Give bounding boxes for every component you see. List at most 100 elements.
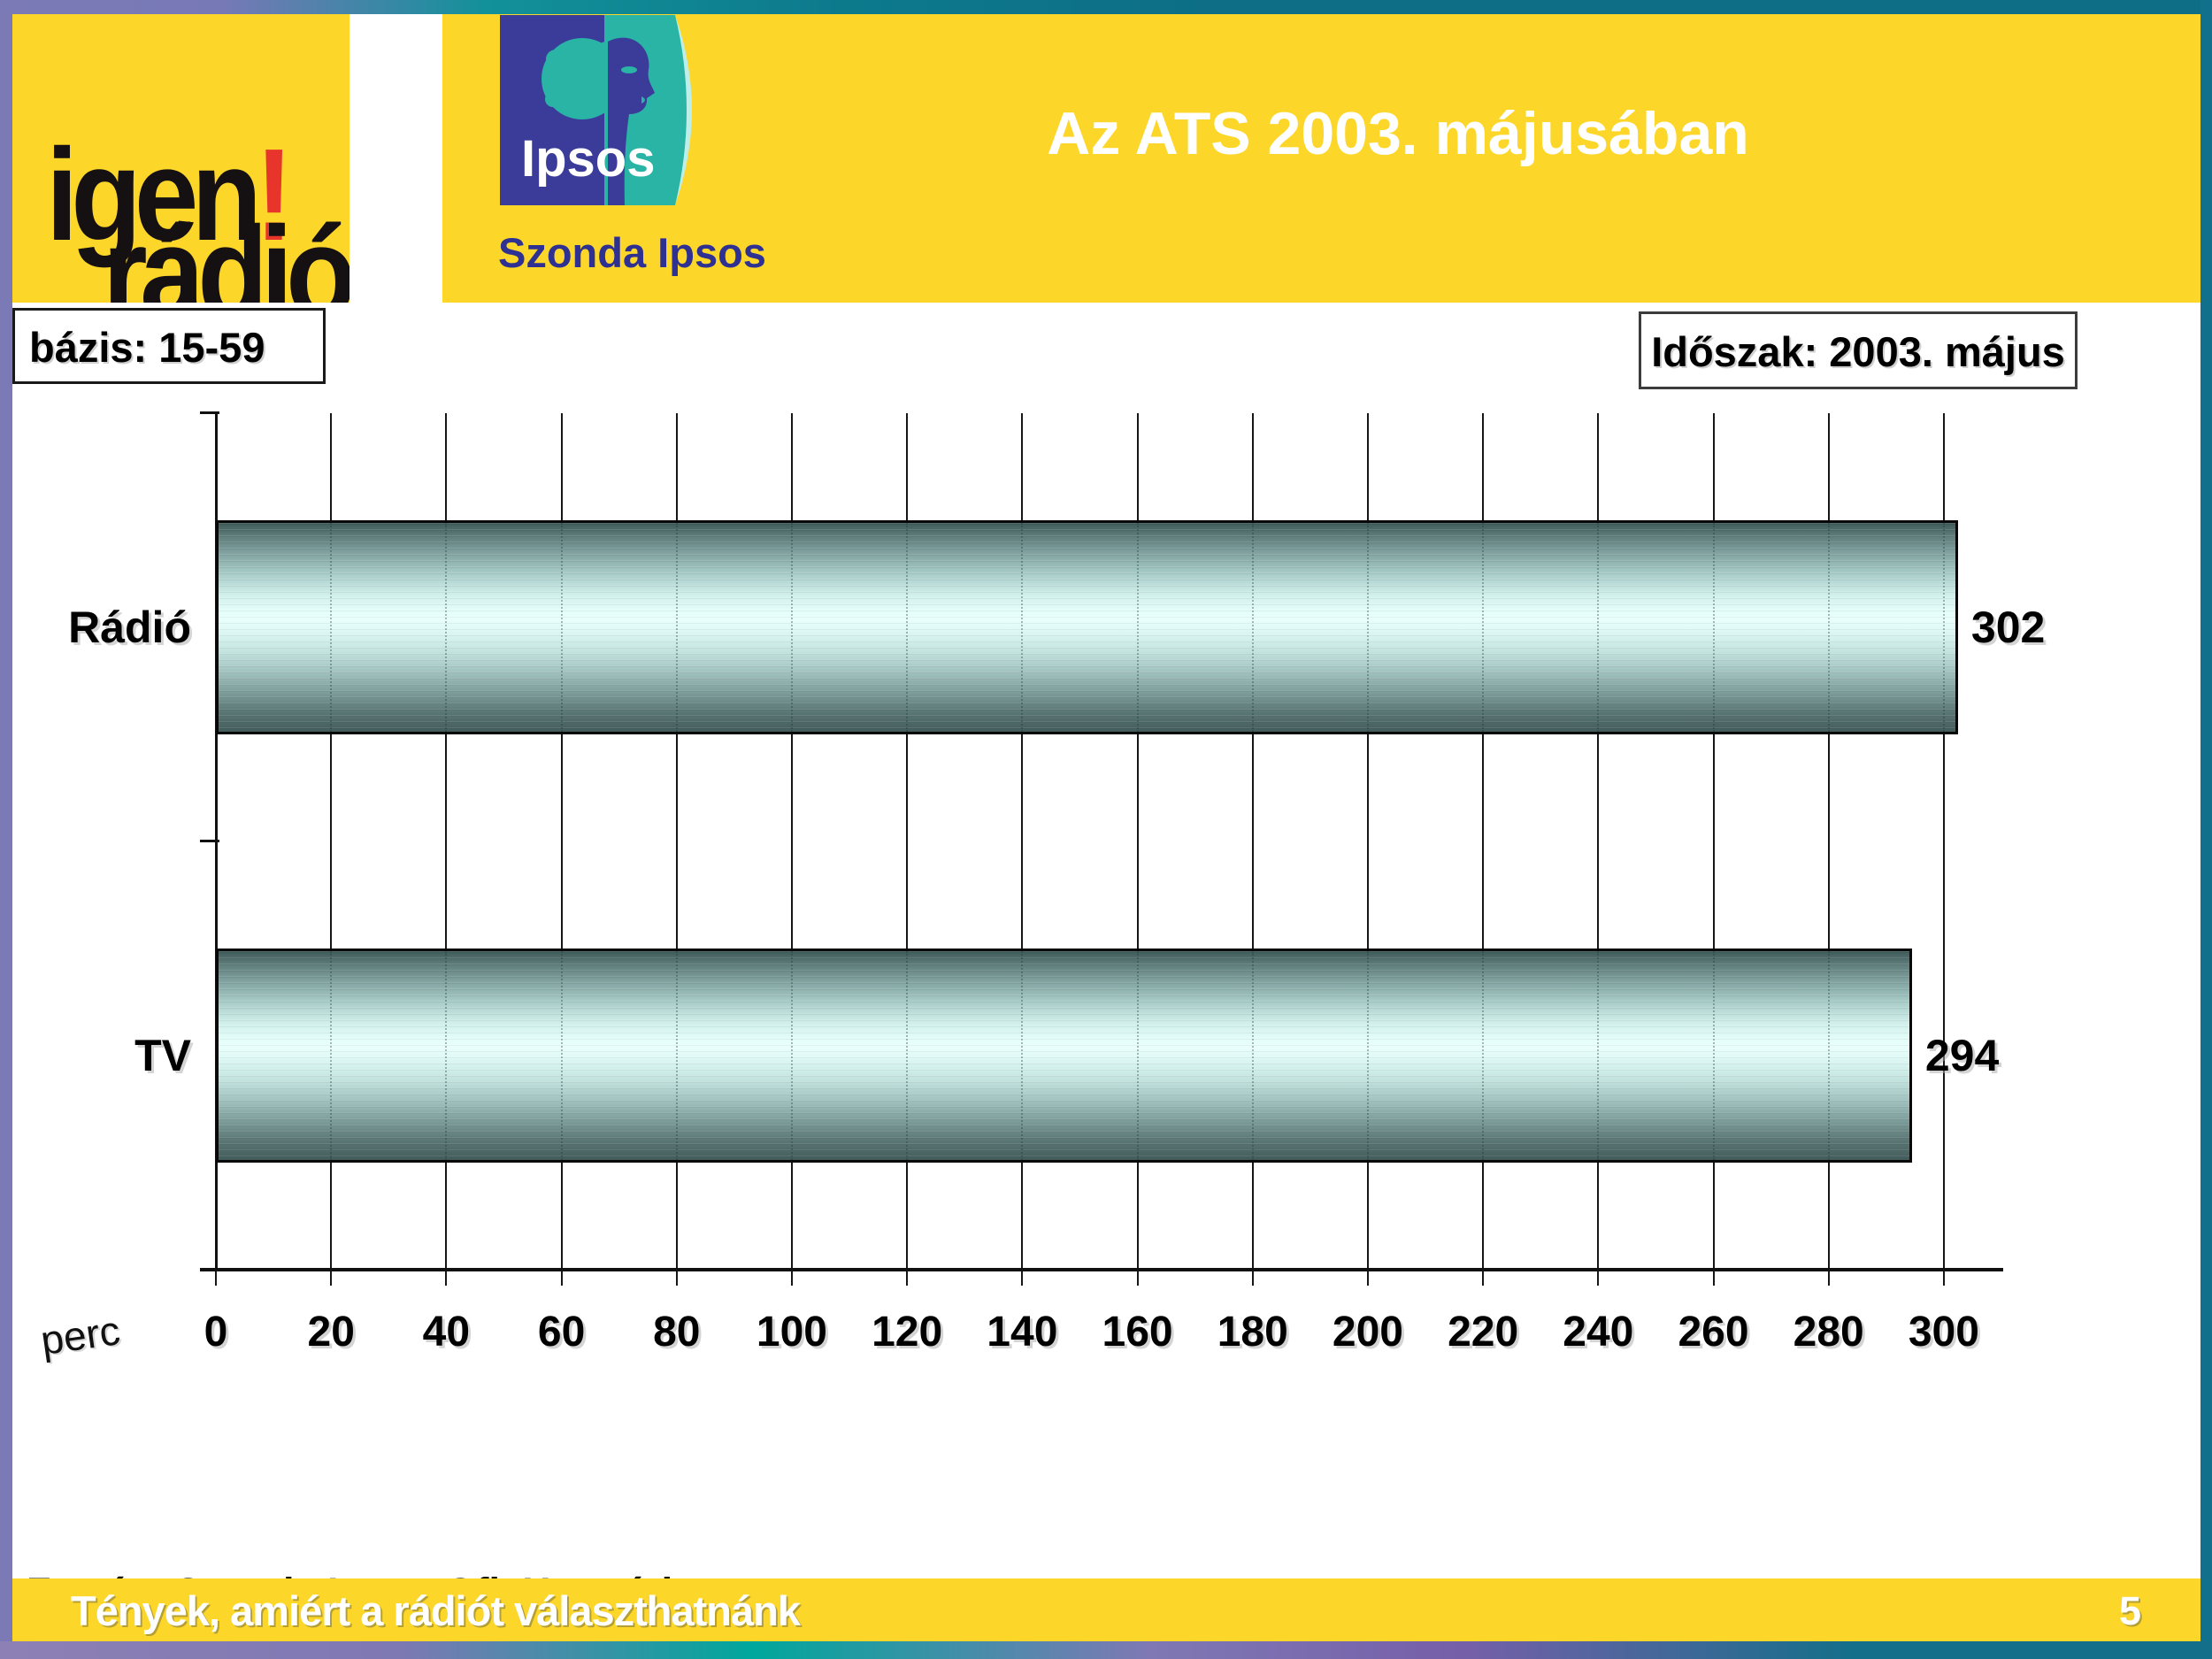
frame-bottom-gradient	[0, 1641, 2212, 1659]
station-logo-line2: rádió!	[103, 208, 349, 303]
header-band	[442, 14, 2200, 303]
value-label-tv: 294	[1924, 1031, 2000, 1080]
x-tick-200	[1366, 1271, 1369, 1286]
x-tick-label-240: 240	[1563, 1309, 1634, 1356]
category-label-rádió: Rádió	[68, 603, 191, 652]
x-tick-label-0: 0	[204, 1309, 228, 1356]
footer-slogan: Tények, amiért a rádiót választhatnánk	[71, 1587, 801, 1634]
x-tick-140	[1021, 1271, 1024, 1286]
bar-gridline-dotted	[560, 951, 563, 1160]
x-tick-240	[1597, 1271, 1600, 1286]
value-label-rádió: 302	[1970, 603, 2046, 652]
x-tick-label-220: 220	[1448, 1309, 1519, 1356]
ipsos-caption: Szonda Ipsos	[498, 229, 766, 276]
bar-gridline-dotted	[1136, 951, 1139, 1160]
station-logo-panel: igen! rádió!	[12, 14, 349, 303]
gridline-100	[790, 413, 793, 1270]
bar-gridline-dotted	[1482, 523, 1485, 732]
bar-gridline-dotted	[1251, 951, 1254, 1160]
ipsos-logo-icon: Ipsos	[500, 15, 692, 205]
bar-gridline-dotted	[330, 951, 333, 1160]
bar-gridline-dotted	[445, 523, 448, 732]
bar-gridline-dotted	[445, 951, 448, 1160]
bar-gridline-dotted	[1366, 951, 1369, 1160]
gridline-280	[1827, 413, 1830, 1270]
gridline-20	[330, 413, 333, 1270]
gridline-240	[1597, 413, 1600, 1270]
slide-title: Az ATS 2003. májusában	[1047, 100, 1749, 167]
x-tick-180	[1251, 1271, 1254, 1286]
x-tick-100	[790, 1271, 793, 1286]
gridline-140	[1021, 413, 1024, 1270]
x-tick-label-260: 260	[1678, 1309, 1749, 1356]
x-tick-20	[330, 1271, 333, 1286]
bar-gridline-dotted	[1021, 523, 1024, 732]
bar-gridline-dotted	[906, 951, 909, 1160]
gridline-200	[1366, 413, 1369, 1270]
x-tick-label-100: 100	[756, 1309, 827, 1356]
x-tick-label-40: 40	[422, 1309, 471, 1356]
y-axis-tick-mid	[200, 840, 219, 842]
x-axis-unit-label: perc	[37, 1307, 123, 1363]
x-tick-300	[1942, 1271, 1945, 1286]
x-tick-label-80: 80	[653, 1309, 701, 1356]
bar-gridline-dotted	[1251, 523, 1254, 732]
bar-gridline-dotted	[1712, 523, 1715, 732]
bar-gridline-dotted	[1482, 951, 1485, 1160]
gridline-300	[1942, 413, 1945, 1270]
bar-gridline-dotted	[1136, 523, 1139, 732]
basis-box: bázis: 15-59	[12, 308, 326, 384]
svg-text:Ipsos: Ipsos	[521, 130, 656, 188]
bar-gridline-dotted	[906, 523, 909, 732]
bar-gridline-dotted	[1942, 523, 1945, 732]
bar-rádió	[216, 520, 1958, 734]
bar-gridline-dotted	[1827, 951, 1830, 1160]
x-tick-label-140: 140	[987, 1309, 1058, 1356]
bar-gridline-dotted	[790, 951, 793, 1160]
x-tick-40	[445, 1271, 448, 1286]
x-tick-160	[1136, 1271, 1139, 1286]
x-tick-label-20: 20	[307, 1309, 355, 1356]
x-tick-260	[1712, 1271, 1715, 1286]
category-label-tv: TV	[134, 1031, 191, 1080]
x-tick-80	[675, 1271, 678, 1286]
period-box: Időszak: 2003. május	[1639, 311, 2078, 389]
gridline-260	[1712, 413, 1715, 1270]
x-tick-120	[906, 1271, 909, 1286]
bar-gridline-dotted	[1366, 523, 1369, 732]
frame-right	[2200, 0, 2212, 1659]
frame-left	[0, 0, 12, 1659]
gridline-60	[560, 413, 563, 1270]
x-tick-60	[560, 1271, 563, 1286]
x-tick-label-200: 200	[1332, 1309, 1403, 1356]
station-logo-line1: igen!	[46, 130, 294, 261]
bar-gridline-dotted	[675, 523, 678, 732]
x-tick-label-120: 120	[872, 1309, 943, 1356]
footer-band: Tények, amiért a rádiót választhatnánk 5	[12, 1578, 2200, 1641]
station-logo-word2: rádió	[103, 200, 349, 303]
bar-gridline-dotted	[560, 523, 563, 732]
gridline-120	[906, 413, 909, 1270]
x-tick-label-160: 160	[1102, 1309, 1173, 1356]
x-tick-280	[1827, 1271, 1830, 1286]
x-tick-220	[1482, 1271, 1485, 1286]
bar-gridline-dotted	[1712, 951, 1715, 1160]
x-tick-label-60: 60	[537, 1309, 586, 1356]
gridline-180	[1251, 413, 1254, 1270]
x-tick-label-180: 180	[1217, 1309, 1288, 1356]
y-axis-tick-top	[200, 411, 219, 414]
page-number: 5	[2119, 1588, 2142, 1633]
frame-top-gradient	[0, 0, 2212, 14]
bar-tv	[216, 949, 1912, 1163]
x-tick-label-300: 300	[1908, 1309, 1979, 1356]
bar-gridline-dotted	[790, 523, 793, 732]
bar-gridline-dotted	[1021, 951, 1024, 1160]
gridline-160	[1136, 413, 1139, 1270]
gridline-40	[445, 413, 448, 1270]
x-tick-label-280: 280	[1793, 1309, 1864, 1356]
x-tick-0	[215, 1271, 217, 1286]
bar-gridline-dotted	[1597, 523, 1600, 732]
bar-gridline-dotted	[1597, 951, 1600, 1160]
station-logo-word1: igen	[46, 122, 262, 268]
